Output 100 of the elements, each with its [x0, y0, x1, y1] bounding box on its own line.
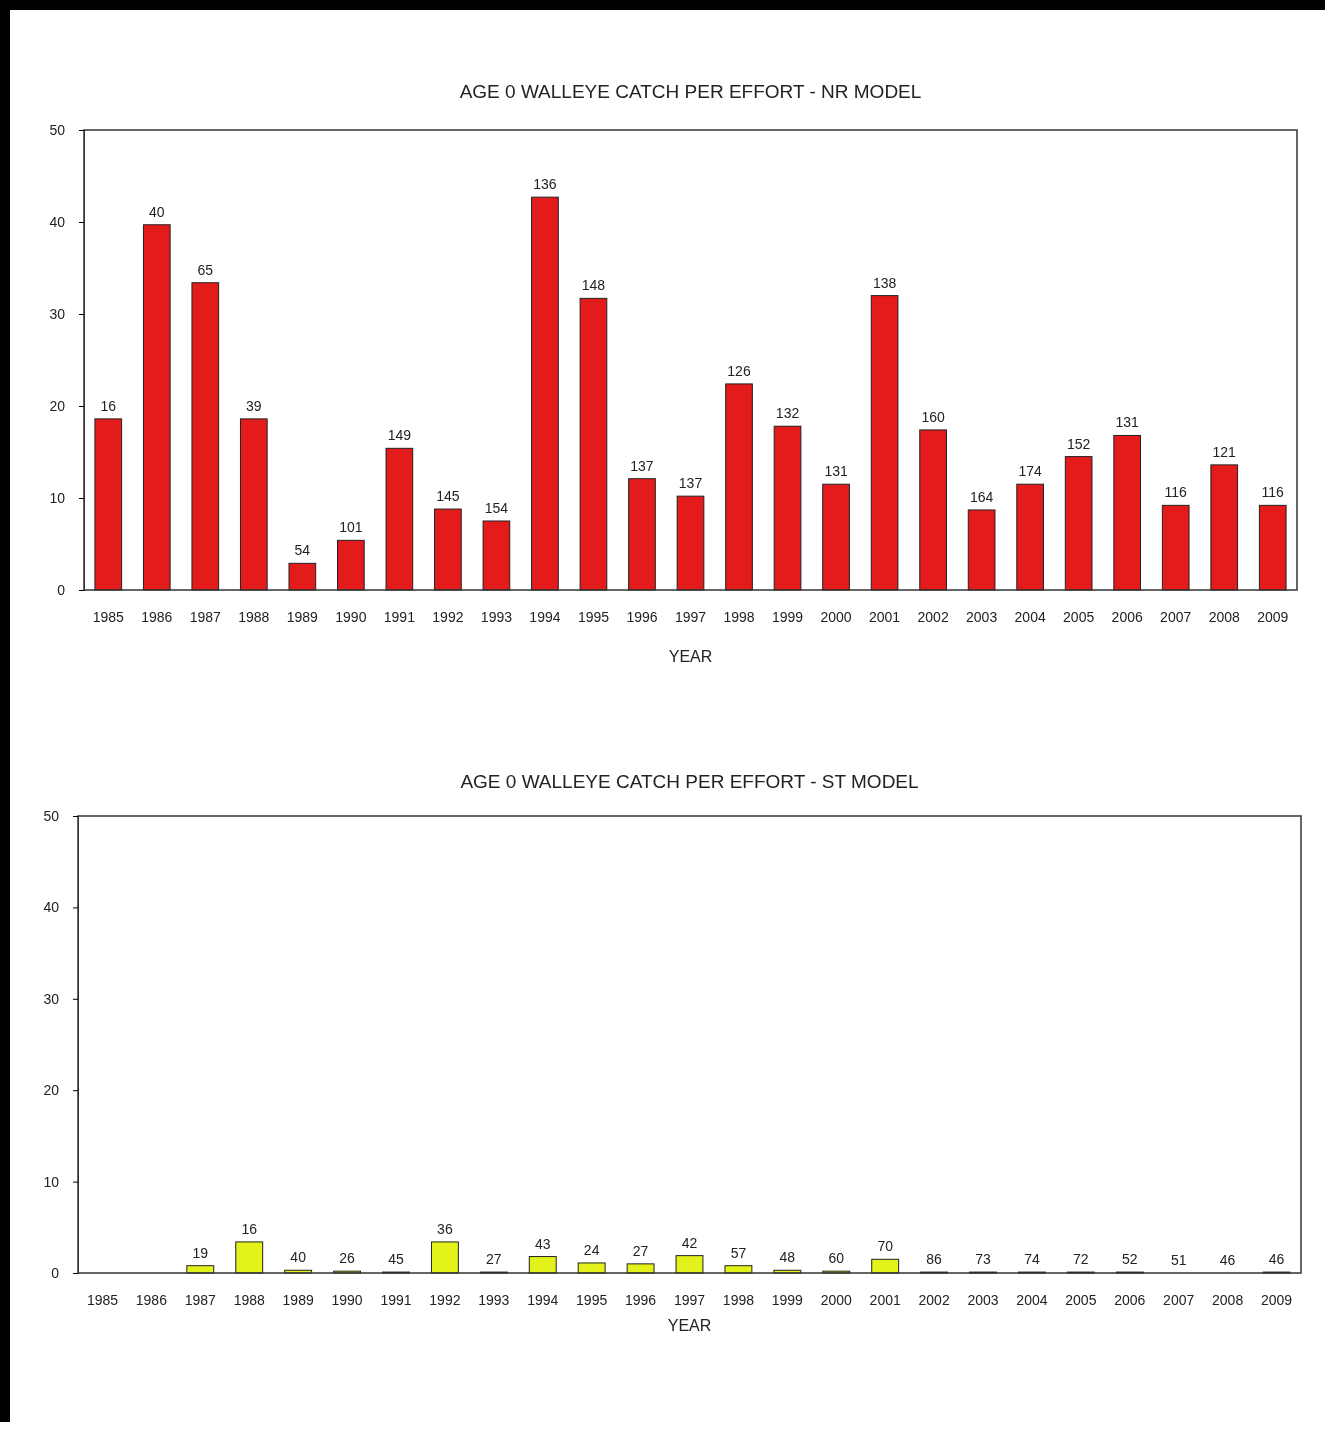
- x-tick-label: 1998: [723, 608, 755, 625]
- x-tick-label: 1994: [527, 1291, 559, 1308]
- annotation: 174: [1018, 463, 1043, 480]
- annotation: 24: [583, 1241, 600, 1258]
- y-tick-label: 0: [57, 581, 66, 598]
- x-tick-label: 1990: [331, 1291, 363, 1308]
- annotation: 74: [1024, 1251, 1040, 1268]
- x-tick-label: 1985: [92, 608, 125, 625]
- x-axis-title: YEAR: [667, 1317, 712, 1334]
- x-tick-label: 1990: [335, 608, 367, 625]
- x-tick-label: 2004: [1014, 608, 1046, 625]
- x-tick-label: 1991: [383, 608, 416, 625]
- annotation: 131: [824, 463, 848, 480]
- annotation: 57: [730, 1244, 747, 1261]
- annotation: 164: [969, 488, 994, 505]
- x-axis-title: YEAR: [668, 648, 713, 665]
- x-tick-label: 2000: [820, 608, 852, 625]
- x-tick-label: 2002: [918, 1291, 950, 1308]
- chart-title: AGE 0 WALLEYE CATCH PER EFFORT - ST MODEL: [460, 771, 919, 792]
- y-tick-label: 30: [43, 990, 60, 1007]
- x-tick-label: 1991: [380, 1291, 412, 1308]
- x-tick-label: 2007: [1160, 608, 1192, 625]
- x-tick-label: 1986: [141, 608, 173, 625]
- annotation: 36: [437, 1220, 453, 1237]
- annotation: 160: [921, 408, 945, 425]
- y-tick-label: 50: [49, 121, 66, 138]
- annotation: 154: [484, 500, 509, 516]
- x-tick-label: 1995: [577, 608, 610, 625]
- x-tick-label: 1986: [135, 1291, 168, 1308]
- y-tick-label: 20: [43, 1082, 60, 1099]
- annotation: 101: [339, 519, 363, 536]
- x-tick-label: 2008: [1212, 1291, 1244, 1308]
- annotation: 72: [1073, 1251, 1089, 1268]
- annotation: 138: [872, 274, 897, 291]
- x-tick-label: 2007: [1163, 1291, 1195, 1308]
- annotation: 52: [1121, 1251, 1138, 1268]
- x-tick-label: 1988: [233, 1291, 265, 1308]
- x-tick-label: 2009: [1260, 1291, 1293, 1308]
- x-tick-label: 2004: [1016, 1291, 1048, 1308]
- annotation: 126: [727, 362, 751, 379]
- x-tick-label: 2003: [967, 1291, 999, 1308]
- x-tick-label: 1988: [238, 608, 270, 625]
- annotation: 40: [290, 1249, 307, 1266]
- annotation: 46: [1268, 1251, 1285, 1268]
- x-tick-label: 2006: [1111, 608, 1143, 625]
- annotation: 136: [533, 176, 557, 193]
- annotation: 149: [387, 427, 412, 444]
- y-tick-label: 0: [51, 1264, 60, 1281]
- x-tick-label: 1995: [576, 1291, 608, 1308]
- annotation: 43: [534, 1235, 551, 1252]
- y-tick-label: 40: [43, 899, 60, 916]
- annotation: 39: [246, 397, 262, 414]
- annotation: 16: [100, 397, 117, 414]
- annotation: 51: [1170, 1252, 1187, 1268]
- x-tick-label: 2006: [1114, 1291, 1146, 1308]
- y-tick-label: 40: [49, 213, 66, 230]
- annotation: 48: [779, 1249, 796, 1266]
- annotation: 27: [632, 1242, 649, 1259]
- x-tick-label: 1989: [286, 608, 319, 625]
- x-tick-label: 1996: [625, 1291, 657, 1308]
- x-tick-label: 1996: [626, 608, 658, 625]
- x-tick-label: 1987: [184, 1291, 217, 1308]
- x-tick-label: 2005: [1065, 1291, 1097, 1308]
- annotation: 19: [192, 1244, 209, 1261]
- annotation: 132: [775, 405, 800, 422]
- annotation: 16: [241, 1220, 258, 1237]
- annotation: 152: [1066, 435, 1091, 452]
- x-tick-label: 2000: [820, 1291, 853, 1308]
- annotation: 65: [197, 261, 214, 278]
- x-tick-label: 1997: [674, 608, 707, 625]
- y-tick-label: 30: [49, 305, 66, 322]
- x-tick-label: 2005: [1063, 608, 1095, 625]
- y-tick-label: 50: [43, 807, 60, 824]
- annotation: 121: [1212, 443, 1237, 460]
- x-tick-label: 1998: [722, 1291, 755, 1308]
- x-tick-label: 2001: [869, 1291, 901, 1308]
- annotation: 73: [975, 1251, 992, 1268]
- x-tick-label: 1989: [282, 1291, 314, 1308]
- x-tick-label: 1999: [771, 1291, 804, 1308]
- annotation: 86: [926, 1251, 943, 1268]
- y-tick-label: 10: [49, 489, 66, 506]
- annotation: 40: [148, 203, 165, 220]
- x-tick-label: 1992: [429, 1291, 461, 1308]
- x-tick-label: 1993: [478, 1291, 510, 1308]
- x-tick-label: 1999: [771, 608, 804, 625]
- x-tick-label: 1993: [480, 608, 513, 625]
- annotation: 148: [581, 277, 606, 294]
- annotation: 54: [294, 542, 311, 559]
- y-tick-label: 10: [43, 1173, 60, 1190]
- x-tick-label: 1987: [189, 608, 222, 625]
- x-tick-label: 2003: [966, 608, 998, 625]
- x-tick-label: 2008: [1208, 608, 1240, 625]
- x-tick-label: 1992: [432, 608, 464, 625]
- annotation: 45: [388, 1251, 404, 1268]
- annotation: 137: [630, 457, 654, 474]
- x-tick-label: 1997: [673, 1291, 706, 1308]
- annotation: 27: [486, 1251, 502, 1268]
- annotation: 70: [877, 1238, 894, 1255]
- annotation: 46: [1219, 1252, 1236, 1268]
- x-tick-label: 1985: [86, 1291, 119, 1308]
